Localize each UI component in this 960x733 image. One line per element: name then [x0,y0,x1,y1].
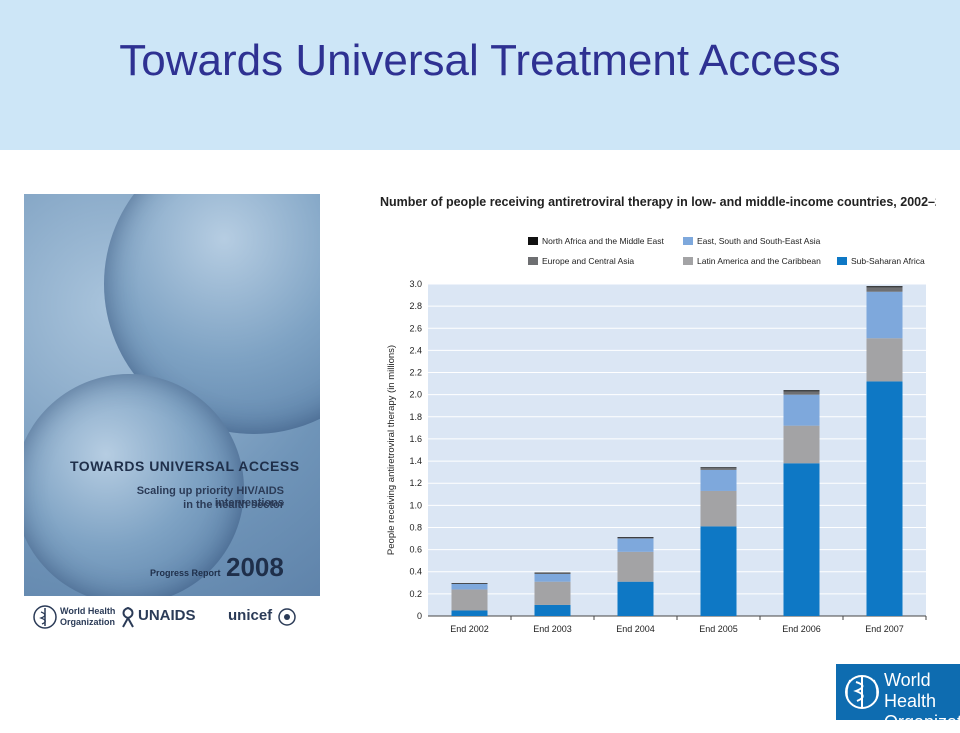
bar-segment [866,291,903,339]
y-tick-label: 2.8 [409,301,422,311]
bar-segment [866,287,903,292]
legend-swatch [528,257,538,265]
bar-segment [700,467,737,468]
y-tick-label: 0.4 [409,567,422,577]
footer-logo-line2: Organization [884,712,960,732]
x-tick-label: End 2006 [782,624,821,634]
bar-segment [700,490,737,527]
bar-segment [617,537,654,539]
y-tick-label: 3.0 [409,279,422,289]
footer-logo-line1: World Health [884,670,937,711]
bar-segment [451,610,488,616]
cover-report-label: Progress Report [150,568,221,578]
cover-title: TOWARDS UNIVERSAL ACCESS [70,458,300,474]
y-tick-label: 0 [417,611,422,621]
y-tick-label: 1.4 [409,456,422,466]
y-tick-label: 2.2 [409,368,422,378]
bar-segment [866,381,903,616]
bar-segment [700,526,737,616]
y-tick-label: 2.0 [409,390,422,400]
y-tick-label: 2.6 [409,323,422,333]
unicef-emblem-icon [278,608,296,626]
cover-logo-strip: World Health Organization UNAIDS unicef [24,596,320,640]
globe-illustration-small [24,374,244,604]
bar-segment [783,390,820,392]
chart-title: Number of people receiving antiretrovira… [380,195,936,209]
legend-swatch [683,257,693,265]
cover-logo-who: World Health Organization [60,606,116,627]
y-tick-label: 1.0 [409,500,422,510]
legend-label: East, South and South-East Asia [697,236,821,246]
unaids-ribbon-icon [122,606,134,628]
bar-segment [866,338,903,382]
y-tick-label: 0.2 [409,589,422,599]
slide-title: Towards Universal Treatment Access [119,36,841,85]
x-tick-label: End 2003 [533,624,572,634]
bar-segment [534,581,571,605]
legend-swatch [837,257,847,265]
x-tick-label: End 2004 [616,624,655,634]
cover-logo-unaids: UNAIDS [138,607,196,624]
cover-year: 2008 [226,552,284,582]
title-banner: Towards Universal Treatment Access [0,0,960,150]
bar-segment [700,469,737,491]
cover-subtitle-line2: in the health sector [183,499,284,511]
bar-segment [534,604,571,616]
bar-segment [451,589,488,611]
bar-segment [783,394,820,426]
bar-segment [451,583,488,584]
legend-label: Latin America and the Caribbean [697,256,821,266]
bar-segment [617,537,654,538]
y-tick-label: 1.8 [409,412,422,422]
bar-segment [783,425,820,464]
bar-segment [783,391,820,395]
x-tick-label: End 2005 [699,624,738,634]
y-tick-label: 2.4 [409,345,422,355]
bar-segment [617,538,654,552]
bar-segment [866,286,903,288]
y-tick-label: 1.2 [409,478,422,488]
x-tick-label: End 2007 [865,624,904,634]
bar-segment [534,573,571,582]
y-tick-label: 0.6 [409,545,422,555]
art-chart: 0 0.2 0.4 0.6 0.8 1.0 1.2 1.4 1.6 1.8 2.0 2.2 2.4 2.6… [380,195,936,634]
legend-swatch [528,237,538,245]
y-tick-label: 1.6 [409,434,422,444]
bar-segment [617,581,654,616]
bar-segment [534,572,571,574]
bar-segment [534,572,571,574]
legend-label: Sub-Saharan Africa [851,256,925,266]
cover-subtitle-line1: Scaling up priority HIV/AIDS interventio… [136,485,284,509]
bar-segment [451,583,488,590]
y-tick-label: 0.8 [409,522,422,532]
plot-area [428,284,926,616]
report-cover-image: TOWARDS UNIVERSAL ACCESS Scaling up prio… [24,194,320,640]
legend-label: Europe and Central Asia [542,256,634,266]
x-tick-label: End 2002 [450,624,489,634]
cover-logo-unicef: unicef [228,607,273,624]
bar-segment [617,551,654,582]
bar-segment [783,463,820,616]
who-footer-logo: World Health Organization [836,664,960,732]
y-axis-label: People receiving antiretroviral therapy … [386,345,397,555]
who-emblem-icon [845,675,879,709]
who-emblem-icon [33,605,57,629]
legend-swatch [683,237,693,245]
legend-label: North Africa and the Middle East [542,236,665,246]
bar-segment [700,467,737,470]
